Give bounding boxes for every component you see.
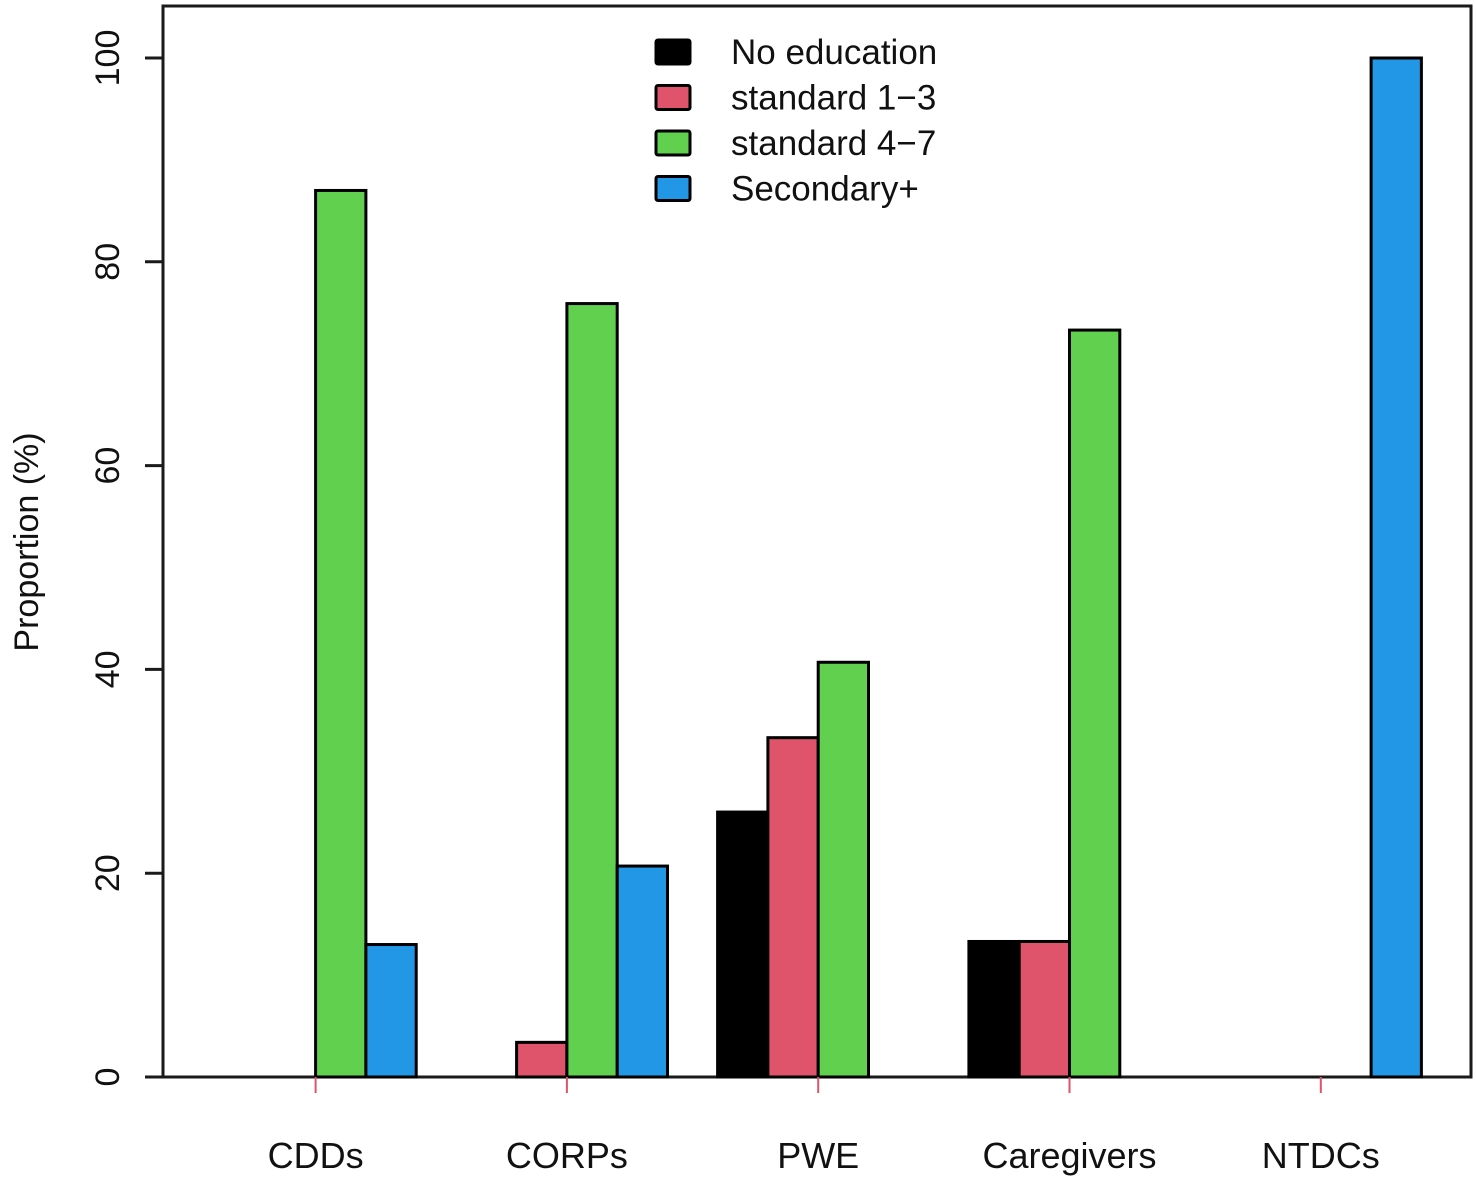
x-axis: CDDs CORPs PWE Caregivers NTDCs bbox=[268, 1077, 1380, 1176]
legend-label: Secondary+ bbox=[731, 170, 919, 209]
bar bbox=[515, 1040, 569, 1079]
bar bbox=[314, 188, 368, 1079]
legend-swatch bbox=[654, 84, 692, 111]
bar-group-ntdcs bbox=[1369, 56, 1423, 1079]
y-tick-label: 40 bbox=[89, 650, 127, 688]
legend: No education standard 1−3 standard 4−7 Seco… bbox=[654, 33, 937, 209]
y-axis: 0 20 40 60 80 100 bbox=[89, 30, 163, 1087]
x-tick-label: NTDCs bbox=[1262, 1135, 1380, 1176]
y-tick-label: 60 bbox=[89, 447, 127, 485]
y-axis-label: Proportion (%) bbox=[8, 432, 46, 651]
bars bbox=[314, 56, 1423, 1079]
bar bbox=[565, 302, 619, 1079]
bar-group-pwe bbox=[716, 660, 871, 1079]
legend-swatch bbox=[654, 175, 692, 202]
x-tick-label: Caregivers bbox=[982, 1135, 1156, 1176]
y-tick-label: 80 bbox=[89, 243, 127, 281]
bar bbox=[716, 810, 770, 1079]
legend-swatch bbox=[654, 38, 692, 66]
bar bbox=[816, 660, 871, 1079]
y-tick-label: 0 bbox=[89, 1068, 127, 1087]
y-tick-label: 100 bbox=[89, 30, 127, 87]
bar bbox=[766, 736, 820, 1079]
x-tick-label: PWE bbox=[777, 1135, 859, 1176]
bar-group-corps bbox=[515, 302, 670, 1079]
bar bbox=[1369, 56, 1423, 1079]
x-tick-label: CORPs bbox=[506, 1135, 628, 1176]
legend-swatch bbox=[654, 129, 692, 157]
bar bbox=[1068, 328, 1122, 1079]
bar bbox=[615, 864, 670, 1079]
bar-group-cdds bbox=[314, 188, 418, 1079]
legend-label: standard 4−7 bbox=[731, 124, 936, 163]
bar bbox=[364, 943, 418, 1079]
legend-label: standard 1−3 bbox=[731, 79, 936, 118]
bar bbox=[967, 939, 1021, 1079]
bar bbox=[1017, 939, 1072, 1079]
y-tick-label: 20 bbox=[89, 854, 127, 892]
x-tick-label: CDDs bbox=[268, 1135, 364, 1176]
bar-group-caregivers bbox=[967, 328, 1122, 1079]
legend-label: No education bbox=[731, 33, 937, 72]
